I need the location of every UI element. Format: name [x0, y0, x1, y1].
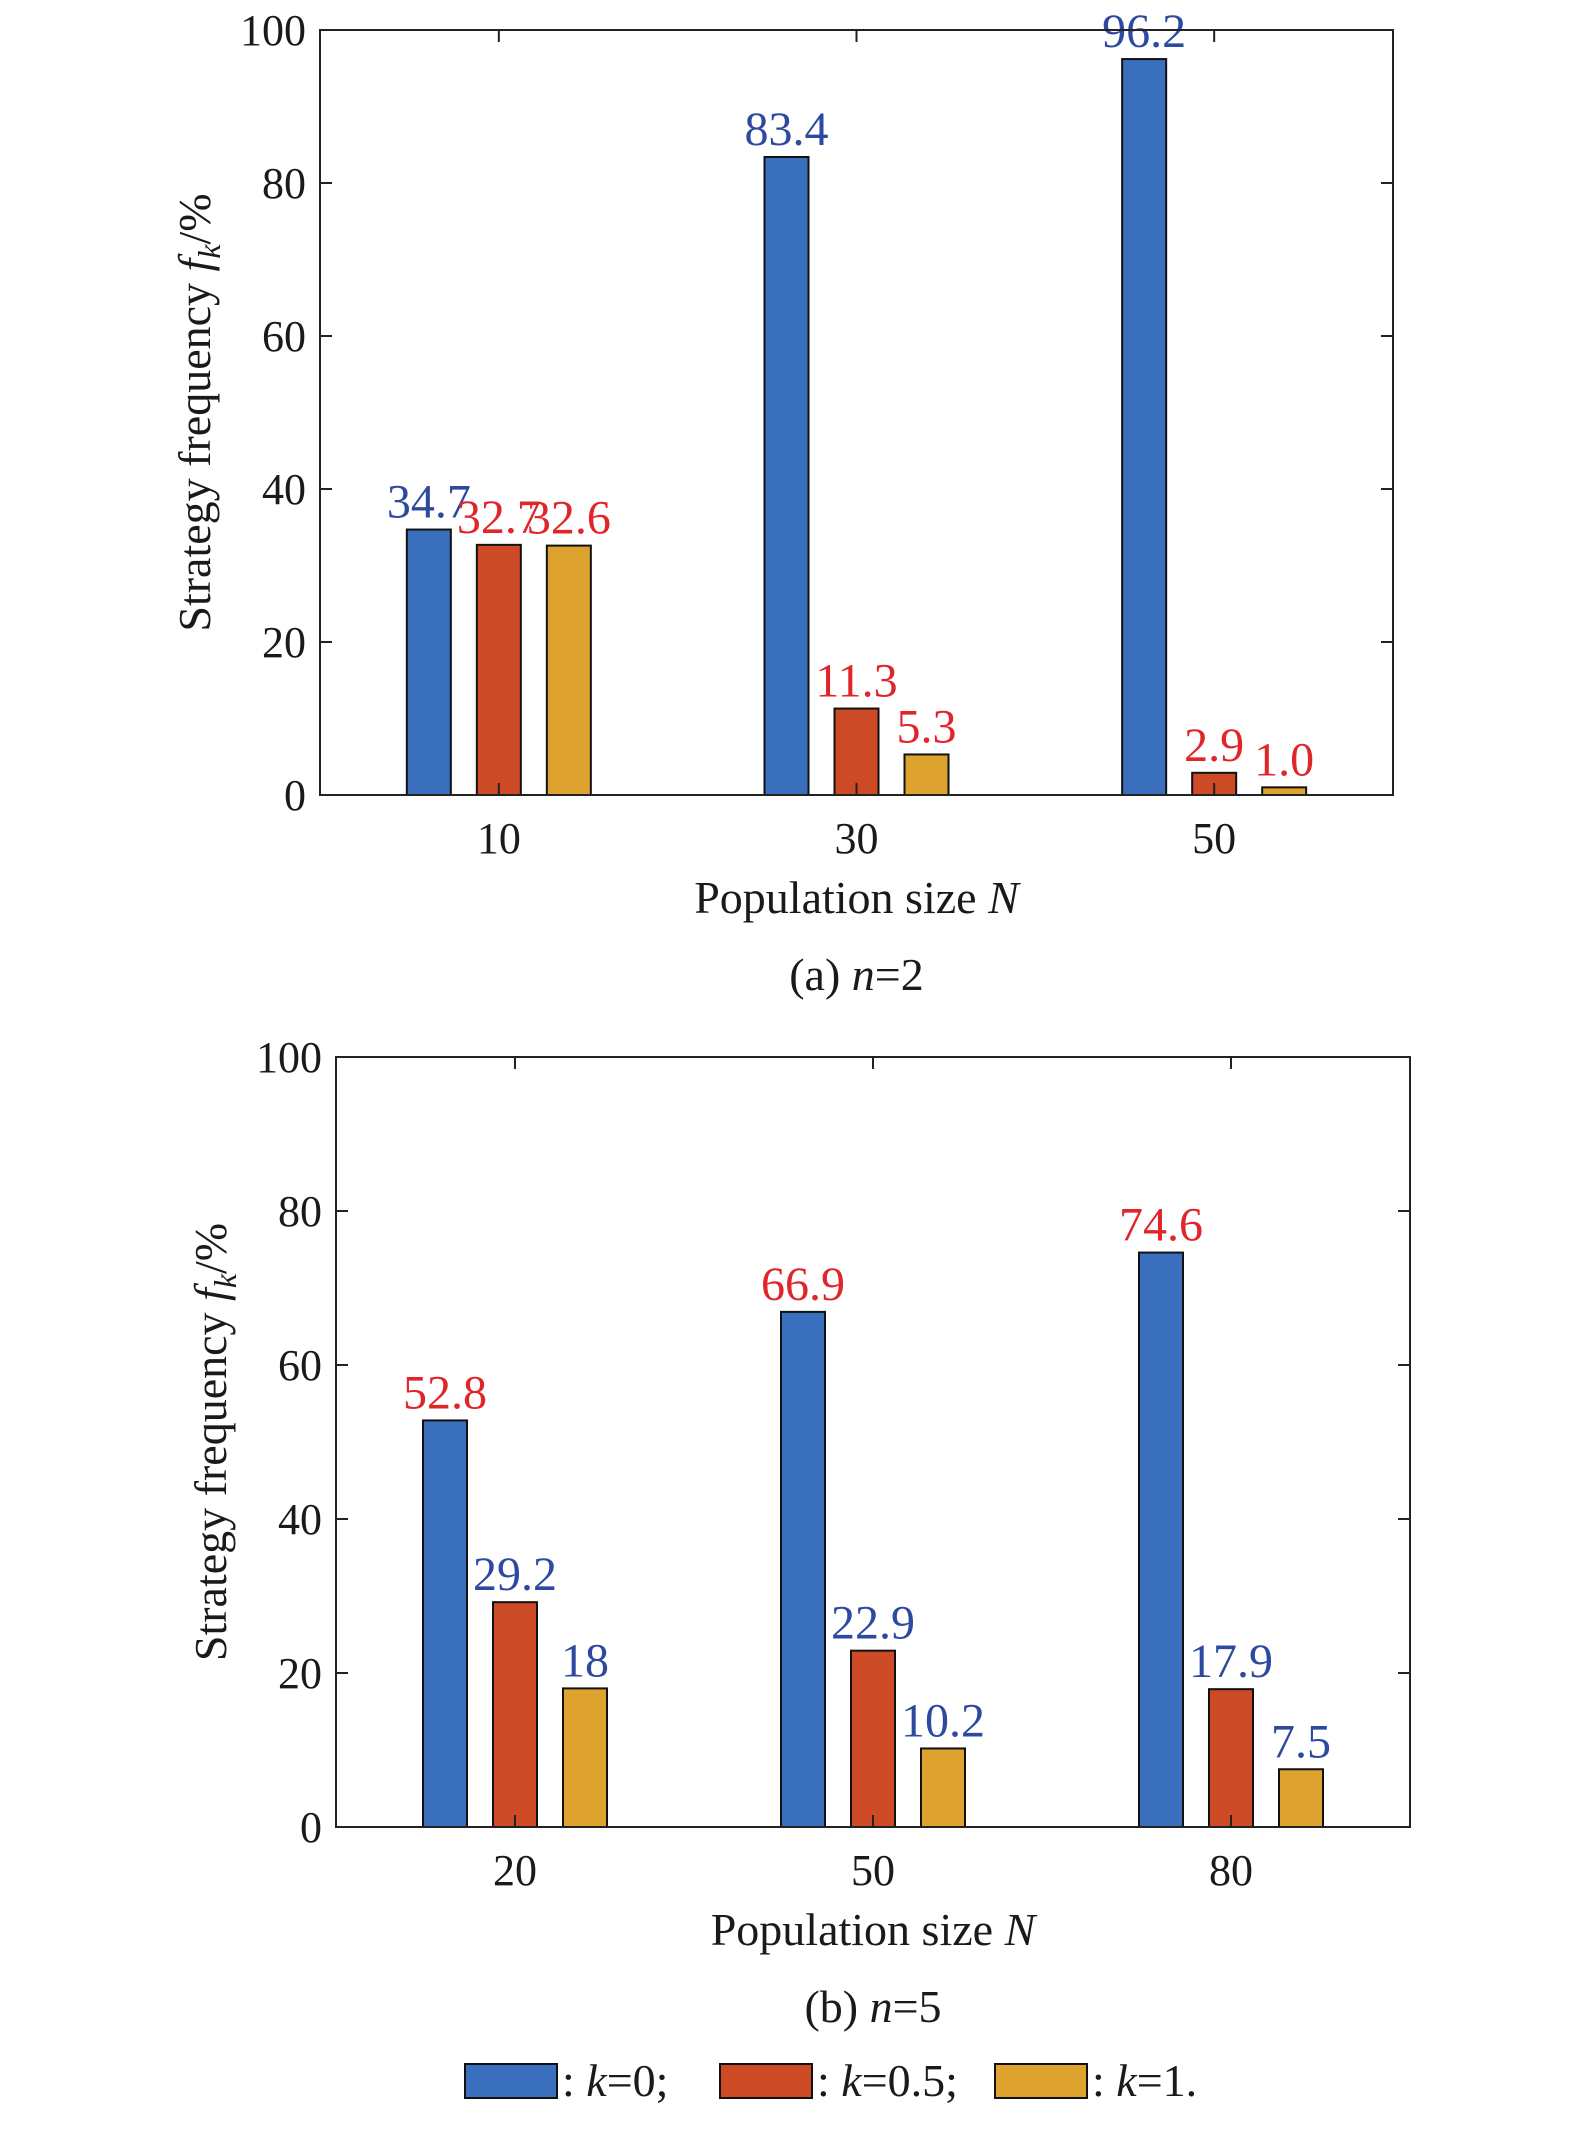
x-axis-label: Population size N	[711, 1904, 1038, 1955]
legend-swatch	[994, 2063, 1088, 2099]
legend-label: : k=0.5;	[817, 2055, 958, 2106]
y-tick-label: 0	[300, 1803, 322, 1852]
bar	[1208, 1688, 1254, 1829]
legend: : k=0; : k=0.5; : k=1.	[464, 2055, 1197, 2106]
y-axis-label: Strategy frequency fk/%	[169, 193, 227, 631]
bar	[492, 1601, 538, 1829]
bar	[562, 1687, 608, 1829]
legend-swatch	[464, 2063, 558, 2099]
data-label: 74.6	[1119, 1199, 1203, 1252]
x-tick-label: 20	[493, 1846, 537, 1895]
data-label: 32.7	[457, 491, 541, 544]
bar	[763, 155, 810, 797]
bar	[833, 707, 880, 796]
data-label: 29.2	[473, 1548, 557, 1601]
y-tick-label: 60	[262, 312, 306, 361]
data-label: 5.3	[897, 700, 957, 753]
bar	[1121, 58, 1168, 796]
bar	[1138, 1251, 1184, 1828]
data-label: 22.9	[831, 1597, 915, 1650]
panel-b: 0 20 40 60 80 100 52.8 66.9 74.6 29.2 22.9 17.9 18 10…	[185, 1033, 1411, 2032]
bar	[920, 1747, 966, 1828]
y-tick-label: 60	[278, 1341, 322, 1390]
bar	[1278, 1768, 1324, 1828]
data-label: 83.4	[745, 103, 829, 156]
data-label: 66.9	[761, 1258, 845, 1311]
legend-swatch	[719, 2063, 813, 2099]
x-tick-label: 30	[835, 814, 879, 863]
legend-label: : k=1.	[1092, 2055, 1197, 2106]
bar	[780, 1310, 826, 1828]
y-tick-label: 40	[262, 465, 306, 514]
y-axis-label: Strategy frequency fk/%	[185, 1223, 243, 1661]
data-label: 32.6	[527, 492, 611, 545]
legend-label: : k=0;	[562, 2055, 668, 2106]
panel-a: 0 20 40 60 80 100 34.7 83.4 96.2 32.7 11.3 2.9 32.6 5…	[169, 5, 1394, 1000]
plot-frame	[319, 29, 1394, 796]
x-axis-label: Population size N	[694, 872, 1021, 923]
data-label: 96.2	[1102, 5, 1186, 58]
y-tick-label: 40	[278, 1495, 322, 1544]
panel-caption: (a) n=2	[789, 949, 924, 1000]
data-label: 11.3	[815, 655, 897, 708]
bar	[422, 1419, 468, 1828]
y-tick-label: 80	[262, 159, 306, 208]
bar	[850, 1649, 896, 1829]
data-label: 2.9	[1184, 719, 1244, 772]
data-label: 18	[561, 1634, 609, 1687]
y-tick-label: 20	[262, 618, 306, 667]
panel-caption: (b) n=5	[804, 1981, 941, 2032]
x-tick-label: 50	[1192, 814, 1236, 863]
bar	[903, 753, 950, 797]
bar	[405, 528, 452, 796]
y-tick-label: 0	[284, 771, 306, 820]
x-tick-label: 10	[477, 814, 521, 863]
bar	[545, 544, 592, 796]
data-label: 17.9	[1189, 1635, 1273, 1688]
plot-frame	[335, 1056, 1411, 1828]
y-tick-label: 20	[278, 1649, 322, 1698]
y-tick-label: 100	[240, 6, 306, 55]
y-tick-label: 100	[256, 1033, 322, 1082]
x-tick-label: 50	[851, 1846, 895, 1895]
x-tick-label: 80	[1209, 1846, 1253, 1895]
data-label: 52.8	[403, 1366, 487, 1419]
data-label: 1.0	[1254, 733, 1314, 786]
data-label: 34.7	[387, 476, 471, 529]
data-label: 10.2	[901, 1694, 985, 1747]
bar	[475, 543, 522, 796]
y-tick-label: 80	[278, 1187, 322, 1236]
bar	[1261, 786, 1308, 796]
data-label: 7.5	[1271, 1715, 1331, 1768]
